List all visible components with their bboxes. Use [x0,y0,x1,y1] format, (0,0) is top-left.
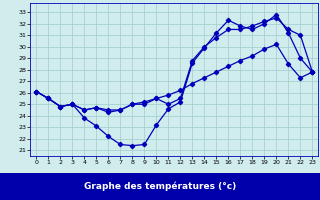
Text: Graphe des températures (°c): Graphe des températures (°c) [84,182,236,191]
